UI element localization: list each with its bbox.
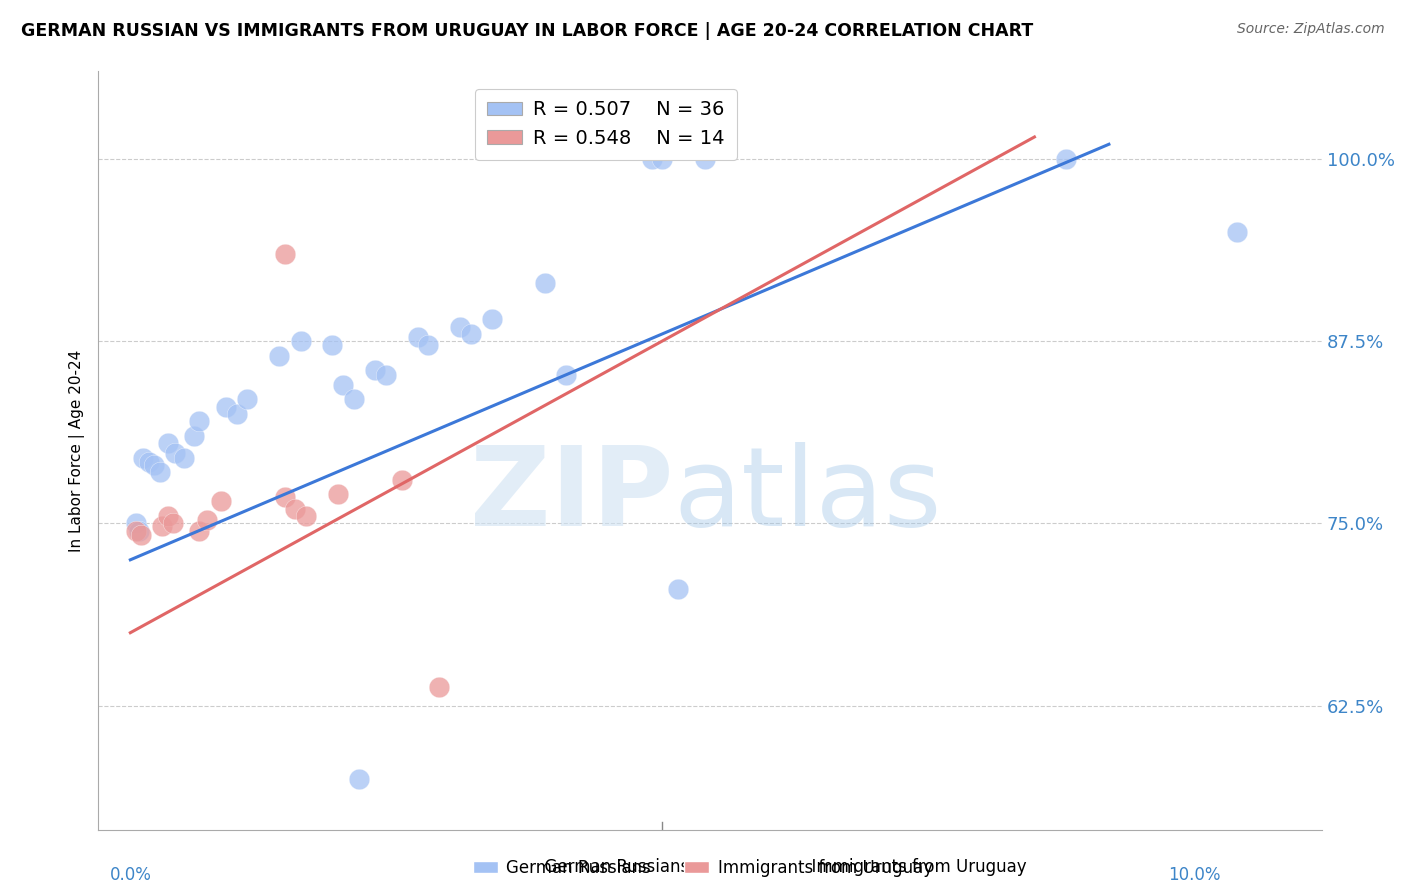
Point — [290, 334, 312, 348]
Text: Source: ZipAtlas.com: Source: ZipAtlas.com — [1237, 22, 1385, 37]
Point — [273, 490, 295, 504]
Point — [183, 429, 205, 443]
Text: GERMAN RUSSIAN VS IMMIGRANTS FROM URUGUAY IN LABOR FORCE | AGE 20-24 CORRELATION: GERMAN RUSSIAN VS IMMIGRANTS FROM URUGUA… — [21, 22, 1033, 40]
Point — [406, 330, 429, 344]
Point — [693, 152, 716, 166]
Point — [284, 501, 307, 516]
Point — [295, 509, 318, 524]
Point — [651, 152, 673, 166]
Point — [173, 450, 195, 465]
Point — [138, 455, 160, 469]
Point — [163, 446, 186, 460]
Text: 10.0%: 10.0% — [1168, 866, 1220, 884]
Point — [273, 246, 295, 260]
Point — [364, 363, 387, 377]
Point — [374, 368, 396, 382]
Point — [142, 458, 165, 472]
Point — [449, 319, 471, 334]
Point — [1225, 225, 1247, 239]
Point — [555, 368, 578, 382]
Point — [347, 772, 370, 786]
Point — [156, 436, 179, 450]
Point — [128, 524, 150, 538]
Point — [129, 528, 152, 542]
Point — [391, 473, 413, 487]
Point — [188, 524, 211, 538]
Point — [236, 392, 259, 407]
Text: atlas: atlas — [673, 442, 942, 549]
Point — [269, 349, 291, 363]
Point — [215, 400, 238, 414]
Point — [149, 466, 172, 480]
Point — [209, 494, 232, 508]
Point — [225, 407, 247, 421]
Text: German Russians: German Russians — [534, 858, 689, 876]
Point — [321, 338, 343, 352]
Point — [666, 582, 689, 596]
Point — [1054, 152, 1077, 166]
Point — [124, 516, 146, 531]
Point — [418, 338, 440, 352]
Point — [132, 450, 155, 465]
Y-axis label: In Labor Force | Age 20-24: In Labor Force | Age 20-24 — [69, 350, 84, 551]
Text: Immigrants from Uruguay: Immigrants from Uruguay — [801, 858, 1026, 876]
Point — [640, 152, 662, 166]
Point — [460, 326, 482, 341]
Point — [150, 519, 173, 533]
Point — [162, 516, 184, 531]
Text: 0.0%: 0.0% — [110, 866, 152, 884]
Text: ZIP: ZIP — [470, 442, 673, 549]
Point — [534, 276, 557, 290]
Point — [124, 524, 146, 538]
Legend: German Russians, Immigrants from Uruguay: German Russians, Immigrants from Uruguay — [467, 853, 939, 884]
Legend: R = 0.507    N = 36, R = 0.548    N = 14: R = 0.507 N = 36, R = 0.548 N = 14 — [475, 88, 737, 160]
Point — [332, 377, 354, 392]
Point — [195, 513, 218, 527]
Point — [156, 509, 179, 524]
Point — [481, 312, 503, 326]
Point — [326, 487, 349, 501]
Point — [427, 680, 450, 694]
Point — [343, 392, 366, 407]
Point — [188, 414, 211, 428]
